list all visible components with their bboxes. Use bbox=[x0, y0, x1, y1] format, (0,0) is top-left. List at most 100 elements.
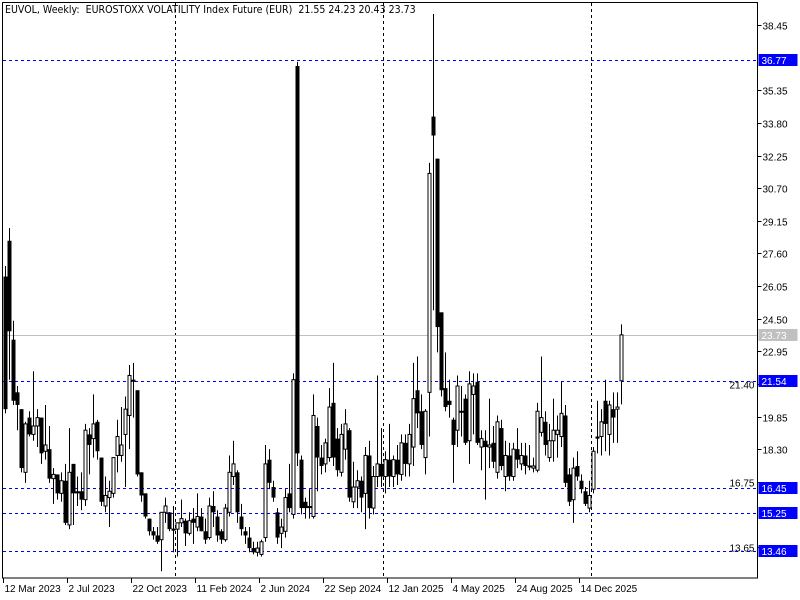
candle bbox=[163, 497, 168, 523]
candle-body-bear bbox=[387, 459, 392, 477]
candle bbox=[279, 518, 284, 549]
candle bbox=[455, 375, 460, 448]
candle bbox=[479, 430, 484, 471]
candle bbox=[183, 518, 188, 546]
candle-body-bull bbox=[283, 497, 288, 532]
candle bbox=[607, 400, 612, 456]
candle-body-bull bbox=[83, 429, 88, 501]
candle bbox=[551, 398, 556, 462]
candle-body-bear bbox=[523, 455, 528, 466]
price-tick-label: 29.15 bbox=[763, 218, 788, 229]
candle bbox=[535, 402, 540, 473]
candle-body-bear bbox=[579, 480, 584, 490]
candle bbox=[91, 394, 96, 458]
candle-body-bull bbox=[179, 518, 184, 524]
candle bbox=[139, 472, 144, 502]
candle bbox=[459, 386, 464, 437]
candle bbox=[343, 409, 348, 460]
candle-body-bear bbox=[147, 518, 152, 532]
candle bbox=[195, 493, 200, 532]
candle-body-bear bbox=[463, 398, 468, 443]
candle bbox=[359, 476, 364, 513]
candle bbox=[387, 423, 392, 488]
candles bbox=[3, 14, 624, 572]
candle-body-bear bbox=[315, 426, 320, 458]
price-tick-label: 38.45 bbox=[763, 22, 788, 33]
candle-body-bear bbox=[135, 390, 140, 475]
time-tick-label: 22 Sep 2024 bbox=[325, 584, 382, 595]
candle bbox=[499, 419, 504, 471]
candle bbox=[423, 409, 428, 475]
candle-body-bull bbox=[259, 541, 264, 555]
candle-body-bear bbox=[367, 455, 372, 509]
time-tick-label: 14 Dec 2025 bbox=[581, 584, 638, 595]
candle bbox=[211, 491, 216, 528]
candle bbox=[111, 457, 116, 498]
candle-body-bear bbox=[403, 442, 408, 464]
candle-body-bear bbox=[543, 421, 548, 445]
candle-body-bear bbox=[191, 518, 196, 523]
candle-body-bear bbox=[235, 472, 240, 513]
time-tick-label: 22 Oct 2023 bbox=[133, 584, 188, 595]
candle bbox=[199, 508, 204, 532]
candle bbox=[223, 503, 228, 542]
candle bbox=[307, 489, 312, 519]
candle bbox=[503, 440, 508, 492]
price-tick-label: 19.85 bbox=[763, 414, 788, 425]
candle-body-bull bbox=[175, 522, 180, 530]
candle bbox=[519, 442, 524, 471]
candle bbox=[95, 419, 100, 460]
candle bbox=[19, 409, 24, 473]
candle-body-bear bbox=[75, 491, 80, 494]
candle bbox=[371, 465, 376, 515]
candle-body-bull bbox=[31, 425, 36, 435]
candle bbox=[255, 541, 260, 557]
time-axis[interactable]: 12 Mar 2023 2 Jul 2023 22 Oct 2023 11 Feb 2… bbox=[3, 578, 638, 595]
candle-body-bear bbox=[251, 548, 256, 553]
candle bbox=[207, 497, 212, 540]
candle bbox=[231, 440, 236, 485]
candle bbox=[43, 404, 48, 460]
candle-body-bull bbox=[223, 507, 228, 541]
candle-body-bull bbox=[43, 444, 48, 452]
candle bbox=[315, 417, 320, 492]
candle bbox=[555, 415, 560, 458]
candle bbox=[603, 379, 608, 452]
candle bbox=[15, 386, 20, 431]
price-tick-label: 16.75 bbox=[729, 479, 754, 490]
candle bbox=[107, 480, 112, 528]
level-price-label-bg bbox=[758, 545, 798, 557]
level-price-label: 13.46 bbox=[762, 547, 787, 558]
candle bbox=[523, 442, 528, 475]
price-axis[interactable]: 38.45 35.35 33.80 32.25 30.70 29.15 27.60 26.05… bbox=[729, 22, 787, 555]
candle bbox=[567, 468, 572, 506]
candle bbox=[391, 455, 396, 488]
level-price-label: 21.54 bbox=[762, 377, 787, 388]
time-tick-label: 12 Jan 2025 bbox=[389, 584, 444, 595]
candle bbox=[79, 472, 84, 511]
candle-body-bull bbox=[91, 423, 96, 440]
candle bbox=[23, 421, 28, 483]
candle bbox=[99, 457, 104, 506]
candle-body-bear bbox=[583, 491, 588, 504]
candle bbox=[203, 518, 208, 544]
horizontal-levels bbox=[3, 60, 758, 552]
candle-body-bear bbox=[203, 531, 208, 540]
candle bbox=[351, 461, 356, 509]
level-price-label: 15.25 bbox=[762, 509, 787, 520]
candle-body-bear bbox=[443, 388, 448, 408]
candle-body-bull bbox=[363, 454, 368, 494]
candle bbox=[419, 394, 424, 450]
candle-body-bull bbox=[519, 454, 524, 465]
candle bbox=[167, 512, 172, 532]
candle-body-bear bbox=[87, 434, 92, 445]
time-tick-label: 2 Jun 2024 bbox=[261, 584, 311, 595]
candle-body-bull bbox=[111, 457, 116, 494]
candle-body-bear bbox=[275, 512, 280, 538]
candle bbox=[395, 444, 400, 485]
candle-body-bear bbox=[47, 449, 52, 479]
candle bbox=[87, 428, 92, 475]
candle-body-bear bbox=[507, 455, 512, 477]
level-price-label-bg bbox=[758, 54, 798, 66]
